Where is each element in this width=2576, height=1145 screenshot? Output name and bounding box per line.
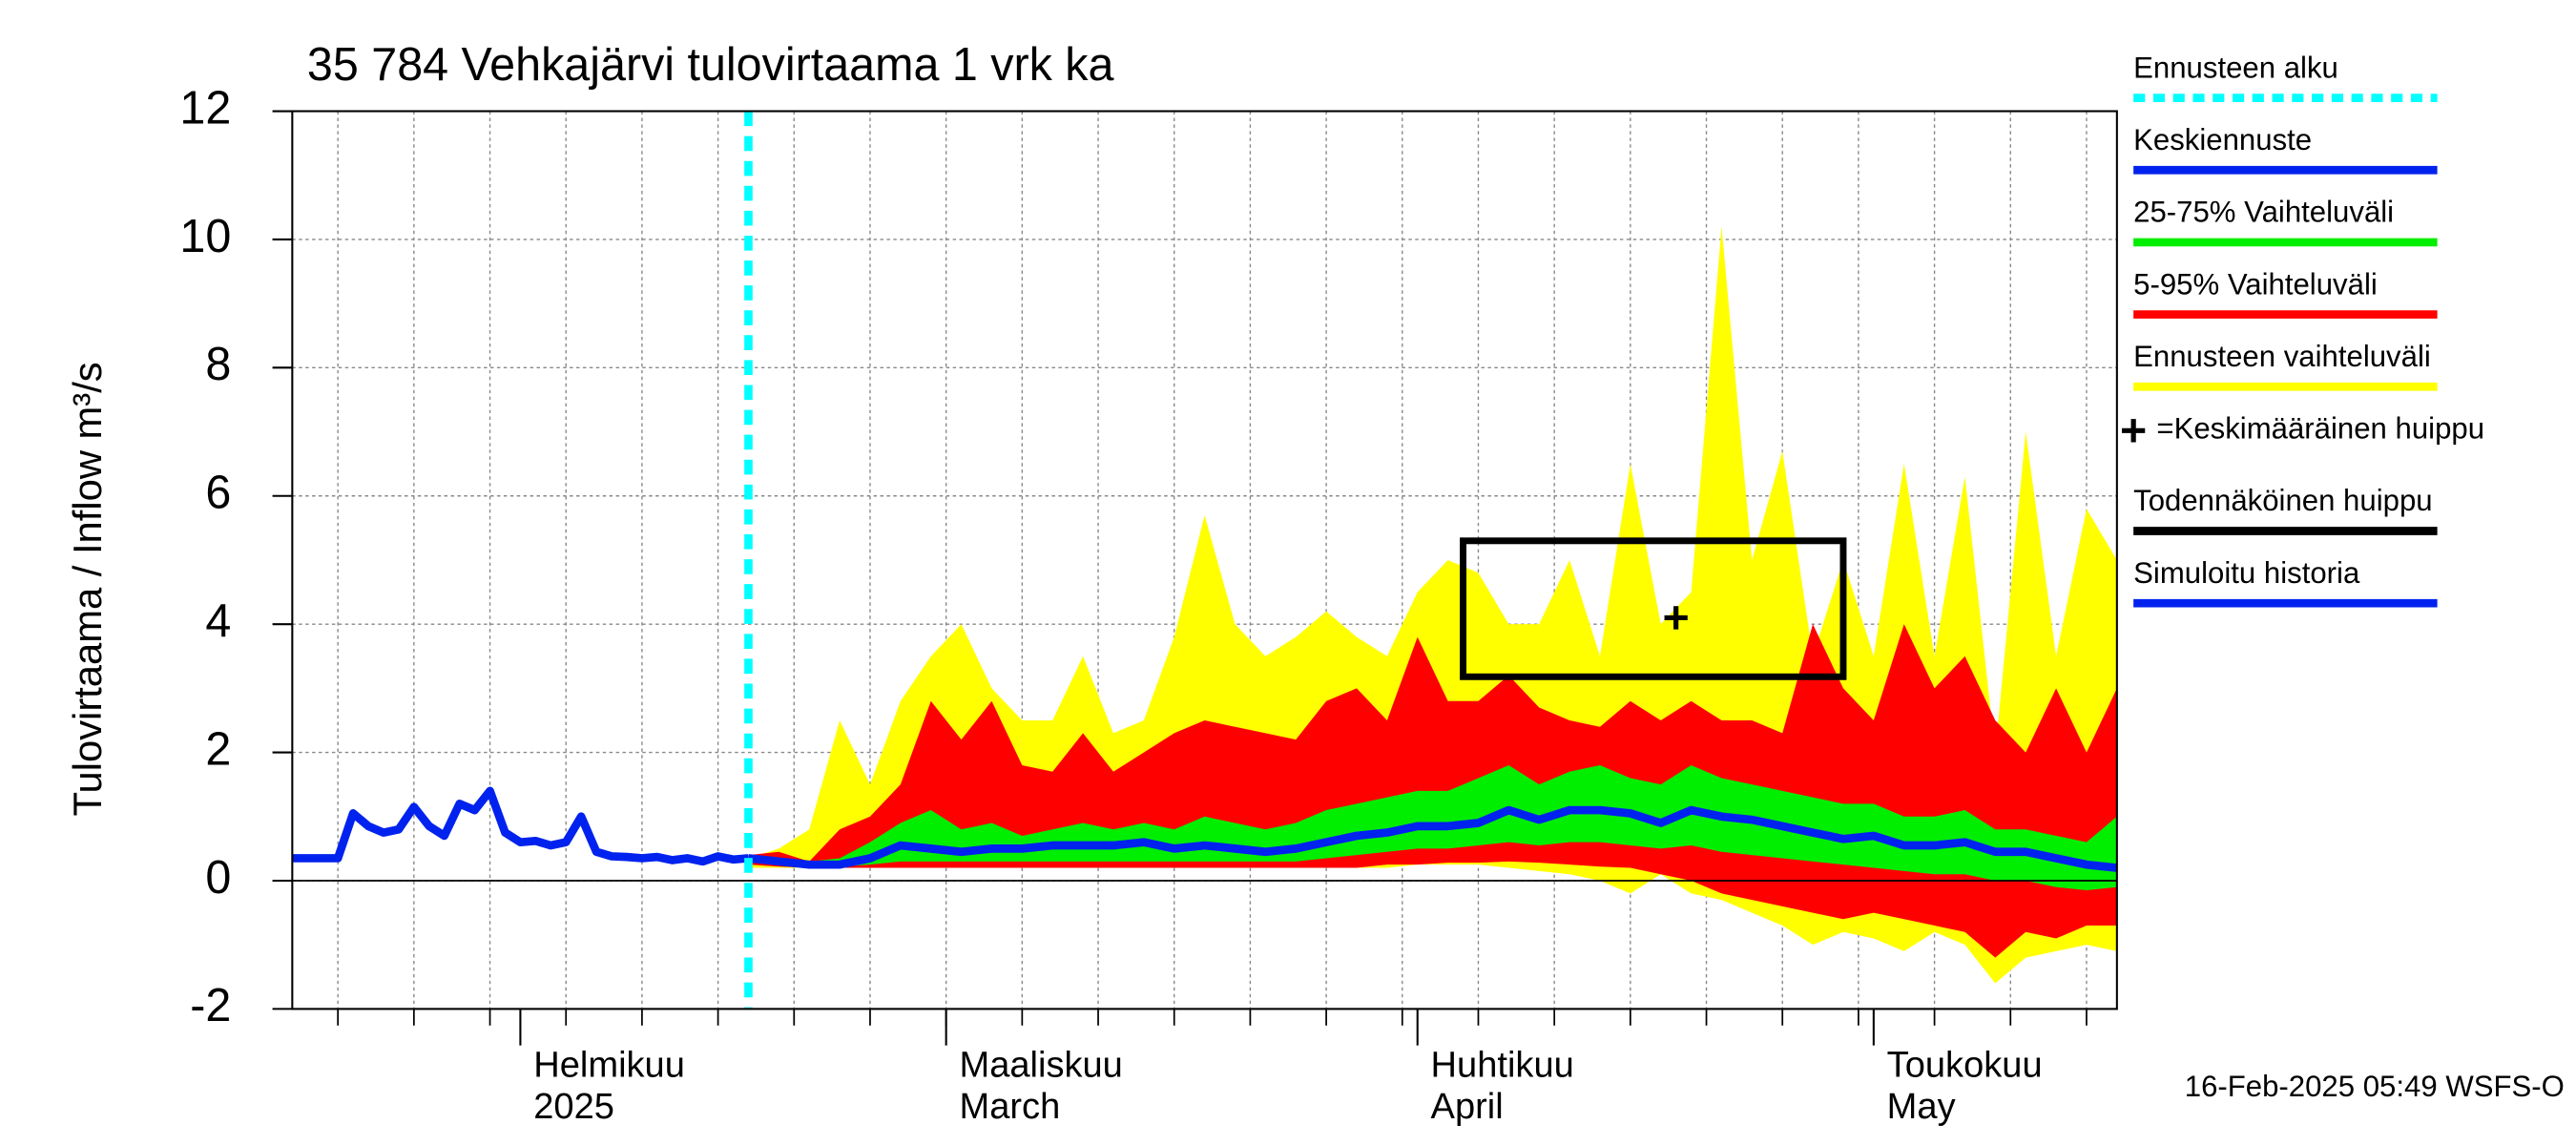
y-tick-label: 6 — [205, 468, 231, 519]
legend-label: =Keskimääräinen huippu — [2156, 412, 2484, 446]
legend-label: Ennusteen alku — [2133, 51, 2338, 84]
y-tick-label: -2 — [190, 980, 231, 1031]
legend-label: Keskiennuste — [2133, 123, 2312, 156]
x-tick-label: Helmikuu — [533, 1044, 685, 1085]
x-tick-label: Maaliskuu — [960, 1044, 1123, 1085]
legend-label: Simuloitu historia — [2133, 556, 2360, 590]
median-line — [748, 805, 2118, 872]
x-tick-sublabel: April — [1431, 1086, 1504, 1127]
mean-peak — [1664, 606, 1688, 630]
x-tick-label: Toukokuu — [1887, 1044, 2043, 1085]
y-tick-label: 12 — [179, 82, 231, 134]
x-tick-sublabel: March — [960, 1086, 1061, 1127]
plot-frame — [291, 110, 2118, 1010]
chart-title: 35 784 Vehkajärvi tulovirtaama 1 vrk ka — [307, 39, 1115, 91]
y-tick-label: 4 — [205, 595, 231, 647]
legend-label: Ennusteen vaihteluväli — [2133, 340, 2431, 373]
x-tick-sublabel: 2025 — [533, 1086, 614, 1127]
y-tick-label: 10 — [179, 211, 231, 262]
y-tick-label: 2 — [205, 723, 231, 775]
legend-label: 5-95% Vaihteluväli — [2133, 267, 2378, 301]
legend-label: 25-75% Vaihteluväli — [2133, 196, 2394, 229]
x-tick-label: Huhtikuu — [1431, 1044, 1574, 1085]
x-tick-sublabel: May — [1887, 1086, 1956, 1127]
footer: 16-Feb-2025 05:49 WSFS-O — [2185, 1070, 2565, 1103]
legend-label: Todennäköinen huippu — [2133, 484, 2432, 517]
y-axis-label: Tulovirtaama / Inflow m³/s — [65, 362, 110, 816]
y-tick-label: 8 — [205, 339, 231, 390]
history-line — [292, 786, 749, 866]
y-tick-label: 0 — [205, 852, 231, 904]
legend-symbol — [2122, 419, 2146, 443]
probable-peak-box — [1460, 537, 1847, 680]
